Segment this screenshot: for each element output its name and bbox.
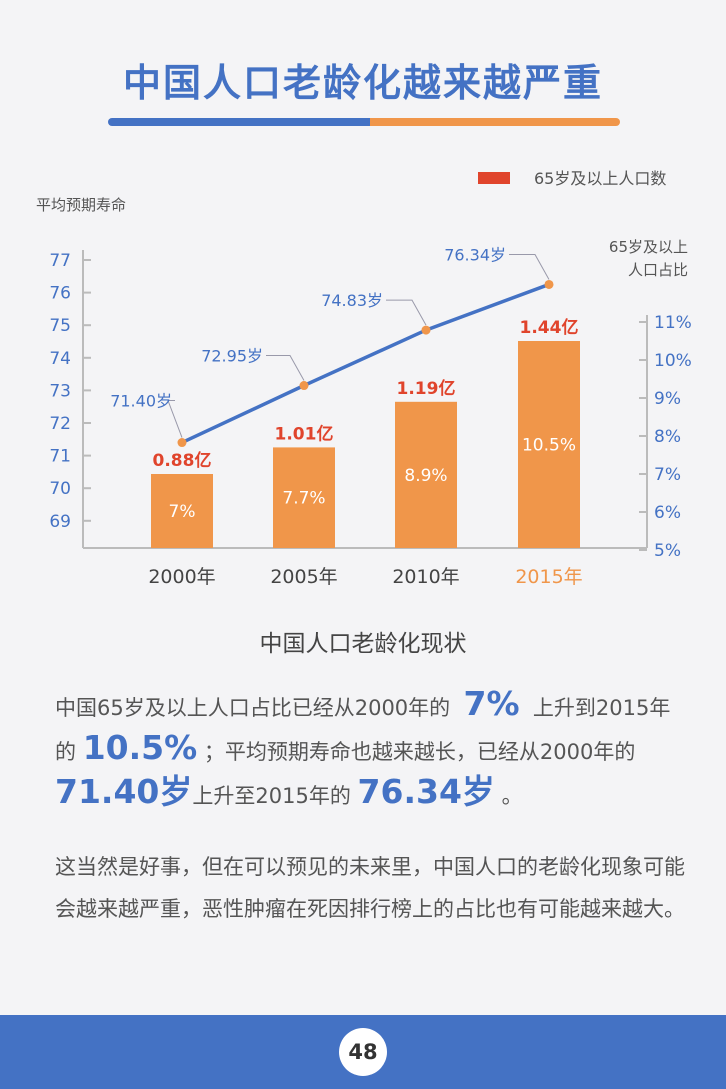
- title-underline-orange: [370, 118, 620, 126]
- bar-top-label: 0.88亿: [153, 450, 212, 471]
- bar-top-label: 1.19亿: [397, 378, 456, 399]
- highlight-76-34: 76.34岁: [357, 772, 495, 811]
- line-value-label: 71.40岁: [110, 392, 172, 411]
- bar-top-label: 1.44亿: [520, 317, 579, 338]
- bar: [151, 474, 213, 548]
- page-title: 中国人口老龄化越来越严重: [122, 61, 603, 105]
- left-tick-label: 71: [49, 447, 71, 467]
- paragraph-text: 上升到2015年的: [55, 696, 671, 764]
- bar: [518, 341, 580, 548]
- right-tick-label: 11%: [654, 313, 692, 333]
- left-tick-label: 76: [49, 284, 71, 304]
- right-tick-label: 9%: [654, 389, 681, 409]
- paragraph-stats: 中国65岁及以上人口占比已经从2000年的 7% 上升到2015年的 10.5%…: [55, 684, 685, 816]
- left-tick-label: 77: [49, 251, 71, 271]
- right-tick-label: 8%: [654, 427, 681, 447]
- highlight-10-5pct: 10.5%: [82, 728, 198, 767]
- left-tick-label: 75: [49, 316, 71, 336]
- paragraph-outlook: 这当然是好事，但在可以预见的未来里，中国人口的老龄化现象可能会越来越严重，恶性肿…: [55, 855, 685, 921]
- highlight-71-40: 71.40岁: [55, 772, 193, 811]
- paragraph-text: 上升至2015年的: [192, 784, 351, 808]
- x-tick-label: 2015年: [515, 566, 582, 588]
- line-value-label: 76.34岁: [444, 245, 506, 264]
- left-tick-label: 69: [49, 512, 71, 532]
- x-tick-label: 2010年: [392, 566, 459, 588]
- paragraph-text: 。: [501, 784, 523, 808]
- life-expectancy-line: [181, 282, 550, 445]
- paragraph-text: ；平均预期寿命也越来越长，已经从2000年的: [203, 740, 636, 764]
- right-tick-label: 7%: [654, 465, 681, 485]
- left-tick-label: 72: [49, 414, 71, 434]
- bar-value-label: 8.9%: [404, 466, 447, 486]
- chart-caption: 中国人口老龄化现状: [259, 631, 467, 657]
- title-underline-blue: [108, 118, 374, 126]
- right-axis-title: 65岁及以上: [609, 238, 688, 256]
- legend-swatch: [478, 172, 510, 184]
- bar: [395, 401, 457, 548]
- bar-value-label: 7%: [169, 502, 196, 522]
- line-value-label: 72.95岁: [201, 347, 263, 366]
- right-tick-label: 10%: [654, 351, 692, 371]
- right-axis-title: 人口占比: [628, 261, 688, 279]
- bar-value-label: 10.5%: [522, 436, 576, 456]
- x-tick-label: 2005年: [270, 566, 337, 588]
- line-point: [544, 279, 554, 289]
- callout-leader: [167, 400, 183, 438]
- left-tick-label: 70: [49, 479, 71, 499]
- right-tick-label: 5%: [654, 541, 681, 561]
- callout-leader: [266, 355, 305, 381]
- bar-top-label: 1.01亿: [275, 423, 334, 444]
- callout-leader: [386, 299, 427, 326]
- line-point: [299, 381, 309, 391]
- x-tick-label: 2000年: [148, 566, 215, 588]
- right-tick-label: 6%: [654, 503, 681, 523]
- highlight-7pct: 7%: [463, 684, 520, 723]
- line-point: [177, 438, 187, 448]
- legend-label: 65岁及以上人口数: [534, 169, 666, 188]
- line-value-label: 74.83岁: [321, 291, 383, 310]
- left-axis-title: 平均预期寿命: [36, 196, 126, 214]
- line-point: [421, 325, 431, 335]
- bar: [273, 447, 335, 548]
- bar-value-label: 7.7%: [282, 489, 325, 509]
- left-tick-label: 73: [49, 381, 71, 401]
- paragraph-text: 中国65岁及以上人口占比已经从2000年的: [55, 696, 451, 720]
- left-tick-label: 74: [49, 349, 71, 369]
- page-number: 48: [339, 1028, 387, 1076]
- callout-leader: [509, 253, 550, 280]
